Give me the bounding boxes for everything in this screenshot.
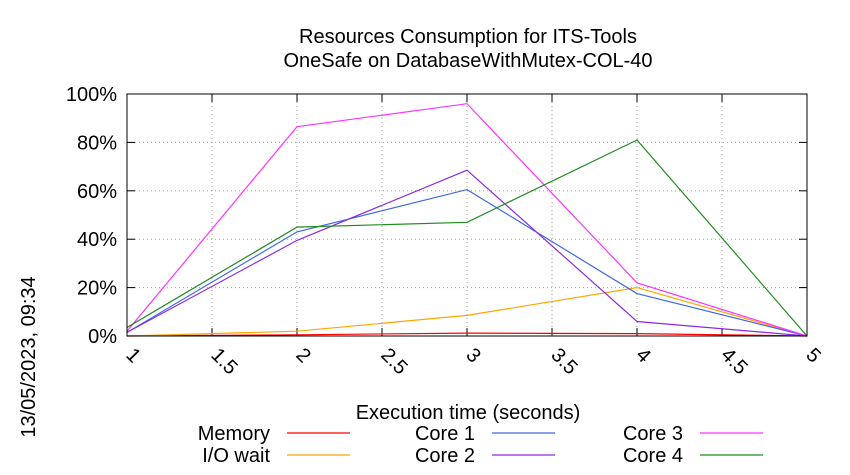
- y-tick-label: 20%: [77, 278, 117, 300]
- y-tick-label: 40%: [77, 229, 117, 251]
- legend-label-i-o-wait: I/O wait: [202, 445, 270, 467]
- y-axis: 0% 20% 40% 60% 80% 100%: [66, 84, 807, 348]
- x-tick-label: 1.5: [206, 344, 241, 379]
- y-tick-label: 60%: [77, 181, 117, 203]
- chart-title-line-2: OneSafe on DatabaseWithMutex-COL-40: [283, 50, 652, 72]
- timestamp: 13/05/2023, 09:34: [18, 276, 40, 437]
- chart-title-line-1: Resources Consumption for ITS-Tools: [299, 26, 637, 48]
- plot-frame: [126, 93, 808, 337]
- y-tick-label: 100%: [66, 84, 117, 106]
- x-tick-label: 3: [461, 344, 484, 367]
- y-tick-label: 80%: [77, 132, 117, 154]
- series-line-core-3: [126, 103, 808, 337]
- series-lines: [126, 103, 808, 337]
- legend-label-core-4: Core 4: [623, 445, 683, 467]
- x-axis-label: Execution time (seconds): [356, 402, 581, 424]
- x-tick-label: 4.5: [716, 344, 751, 379]
- series-line-core-1: [126, 188, 808, 337]
- series-line-i-o-wait: [126, 286, 808, 337]
- series-line-memory: [126, 332, 808, 337]
- legend-label-core-3: Core 3: [623, 423, 683, 445]
- y-tick-label: 0%: [88, 326, 117, 348]
- series-line-core-2: [126, 169, 808, 337]
- x-tick-label: 1: [121, 344, 144, 367]
- legend-label-core-1: Core 1: [415, 423, 475, 445]
- grid-lines: [127, 94, 807, 336]
- x-tick-label: 2: [291, 344, 314, 367]
- x-tick-label: 2.5: [376, 344, 411, 379]
- legend-label-memory: Memory: [198, 423, 270, 445]
- x-tick-label: 4: [631, 344, 654, 367]
- x-tick-label: 3.5: [546, 344, 581, 379]
- series-line-core-4: [126, 139, 808, 337]
- x-tick-label: 5: [801, 344, 824, 367]
- legend-label-core-2: Core 2: [415, 445, 475, 467]
